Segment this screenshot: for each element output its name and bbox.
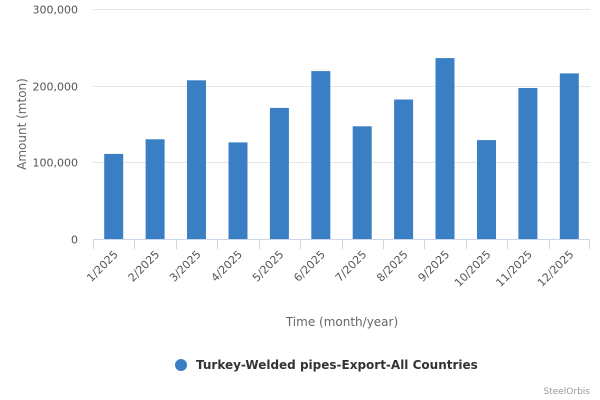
legend-label: Turkey-Welded pipes-Export-All Countries (196, 358, 478, 372)
y-tick-label: 200,000 (33, 81, 79, 94)
bar[interactable] (394, 99, 414, 240)
x-tick-label: 9/2025 (416, 248, 453, 285)
x-tick-label: 6/2025 (291, 248, 328, 285)
x-tick-label: 4/2025 (209, 248, 246, 285)
x-tick-label: 1/2025 (84, 248, 121, 285)
bars (104, 58, 579, 240)
bar[interactable] (228, 142, 248, 239)
bar[interactable] (518, 88, 538, 239)
x-axis-title: Time (month/year) (285, 315, 398, 329)
x-tick-label: 5/2025 (250, 248, 287, 285)
legend-marker (175, 359, 187, 371)
x-tick-label: 2/2025 (126, 248, 163, 285)
x-tick-label: 11/2025 (493, 248, 535, 290)
bar[interactable] (311, 71, 331, 239)
bar[interactable] (435, 58, 455, 239)
y-axis-title: Amount (mton) (15, 78, 29, 170)
x-tick-label: 7/2025 (333, 248, 370, 285)
bar[interactable] (352, 126, 372, 239)
bar[interactable] (269, 107, 289, 240)
y-tick-labels: 0 100,000 200,000 300,000 (33, 4, 79, 247)
x-tick-label: 12/2025 (535, 248, 577, 290)
bar[interactable] (477, 140, 496, 239)
bar[interactable] (145, 139, 165, 239)
bar[interactable] (187, 80, 206, 239)
credits[interactable]: SteelOrbis (543, 387, 590, 397)
bar[interactable] (559, 73, 579, 240)
x-tick-labels: 1/2025 2/2025 3/2025 4/2025 5/2025 6/2025 7/20… (84, 248, 576, 290)
x-tick-label: 3/2025 (167, 248, 204, 285)
x-tick-label: 10/2025 (452, 248, 494, 290)
x-tick-label: 8/2025 (374, 248, 411, 285)
axes (93, 239, 590, 249)
y-tick-label: 100,000 (33, 157, 79, 170)
legend[interactable]: Turkey-Welded pipes-Export-All Countries (175, 358, 478, 372)
y-tick-label: 0 (71, 234, 78, 247)
y-tick-label: 300,000 (33, 4, 79, 17)
grid-lines (93, 9, 590, 163)
bar[interactable] (104, 153, 124, 239)
